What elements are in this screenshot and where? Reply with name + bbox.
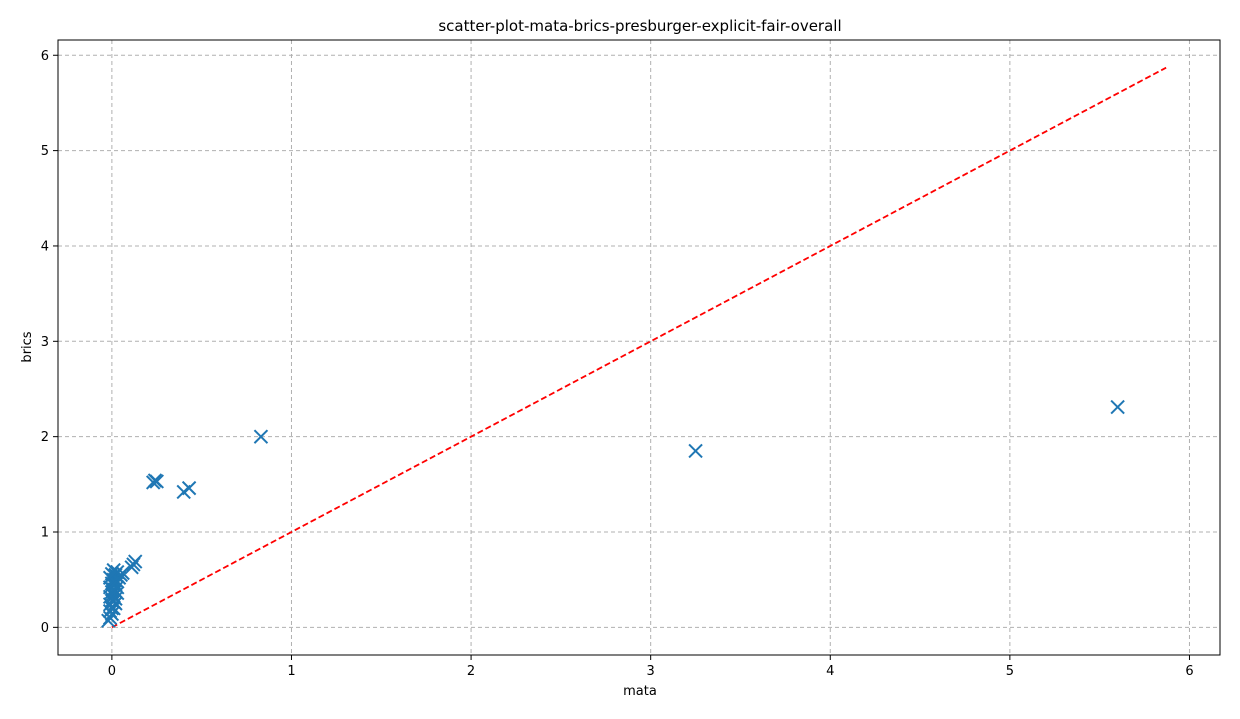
x-tick-label: 4 — [826, 664, 834, 679]
reference-line-layer — [111, 66, 1167, 629]
x-tick-label: 2 — [467, 664, 475, 679]
scatter-point — [176, 484, 191, 500]
x-tick-label: 6 — [1185, 664, 1193, 679]
diagonal-reference-line — [111, 66, 1167, 629]
x-axis: 0 1 2 3 4 5 6 — [108, 655, 1194, 679]
x-tick-label: 5 — [1006, 664, 1014, 679]
points-layer — [101, 399, 1125, 628]
scatter-point — [101, 613, 116, 628]
scatter-point — [102, 597, 118, 612]
y-tick-label: 2 — [41, 430, 49, 445]
chart-title: scatter-plot-mata-brics-presburger-expli… — [438, 17, 841, 35]
scatter-point — [145, 475, 161, 490]
x-axis-label: mata — [623, 684, 657, 699]
y-tick-label: 5 — [41, 144, 49, 159]
y-axis: 0 1 2 3 4 5 6 — [41, 49, 58, 636]
plot-frame — [57, 39, 1221, 656]
y-tick-label: 1 — [41, 526, 49, 541]
scatter-point — [124, 560, 139, 575]
x-tick-label: 0 — [108, 664, 116, 679]
y-tick-label: 3 — [41, 335, 49, 350]
scatter-point — [106, 588, 121, 604]
y-tick-label: 0 — [41, 621, 49, 636]
scatter-point — [688, 443, 703, 459]
y-axis-label: brics — [20, 331, 35, 362]
grid-layer — [58, 40, 1220, 655]
scatter-point — [1110, 399, 1125, 415]
y-tick-label: 4 — [41, 239, 49, 254]
x-tick-label: 1 — [287, 664, 295, 679]
x-tick-label: 3 — [647, 664, 655, 679]
y-tick-label: 6 — [41, 49, 49, 64]
scatter-point — [253, 429, 269, 444]
